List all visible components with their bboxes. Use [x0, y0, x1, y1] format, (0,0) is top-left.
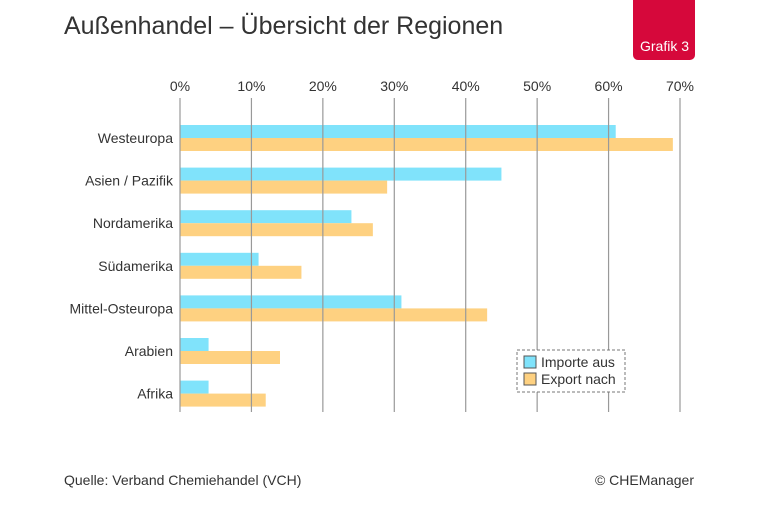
- x-tick-label: 10%: [237, 78, 265, 94]
- x-tick-label: 20%: [309, 78, 337, 94]
- bar-import: [180, 338, 209, 351]
- bar-export: [180, 138, 673, 151]
- copyright: © CHEManager: [594, 472, 694, 488]
- bar-export: [180, 265, 302, 279]
- category-label: Nordamerika: [93, 215, 173, 231]
- category-label: Westeuropa: [98, 130, 173, 146]
- badge-label: Grafik 3: [639, 38, 689, 54]
- x-tick-label: 0%: [170, 78, 190, 94]
- x-tick-label: 70%: [666, 78, 694, 94]
- x-tick-label: 40%: [452, 78, 480, 94]
- legend-label: Importe aus: [541, 354, 615, 370]
- legend-label: Export nach: [541, 371, 616, 387]
- bar-import: [180, 295, 402, 309]
- grafik-badge: Grafik 3: [633, 0, 695, 60]
- bar-export: [180, 393, 266, 407]
- bar-export: [180, 180, 388, 194]
- source-note: Quelle: Verband Chemiehandel (VCH): [64, 472, 302, 488]
- legend-swatch: [523, 372, 537, 386]
- bar-import: [180, 125, 616, 138]
- bar-export: [180, 308, 488, 322]
- bar-import: [180, 380, 209, 394]
- legend-swatch: [523, 355, 537, 369]
- chart-title: Außenhandel – Übersicht der Regionen: [64, 12, 504, 40]
- category-label: Südamerika: [98, 258, 173, 274]
- category-label: Afrika: [137, 386, 173, 402]
- bar-export: [180, 351, 280, 364]
- bar-import: [180, 252, 259, 266]
- x-tick-label: 50%: [523, 78, 551, 94]
- category-label: Mittel-Osteuropa: [70, 300, 174, 316]
- category-label: Asien / Pazifik: [85, 173, 174, 189]
- bar-import: [180, 210, 352, 224]
- bar-export: [180, 223, 373, 237]
- bar-import: [180, 167, 502, 181]
- x-tick-label: 30%: [380, 78, 408, 94]
- x-tick-label: 60%: [595, 78, 623, 94]
- category-label: Arabien: [125, 343, 173, 359]
